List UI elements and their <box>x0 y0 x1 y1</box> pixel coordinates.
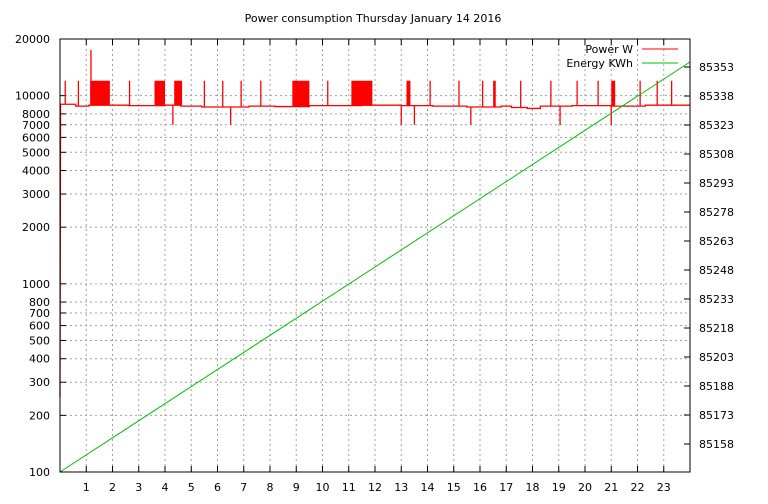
y-tick-label: 100 <box>29 466 50 479</box>
y2-tick-label: 85233 <box>699 293 734 306</box>
x-tick-label: 13 <box>394 481 408 494</box>
energy-line <box>59 61 691 473</box>
x-tick-label: 5 <box>188 481 195 494</box>
y-tick-label: 800 <box>29 296 50 309</box>
y2-tick-label: 85353 <box>699 61 734 74</box>
x-tick-label: 22 <box>631 481 645 494</box>
x-tick-label: 3 <box>135 481 142 494</box>
y-tick-label: 600 <box>29 320 50 333</box>
series-layer <box>59 49 691 473</box>
x-tick-label: 20 <box>578 481 592 494</box>
y2-tick-label: 85173 <box>699 409 734 422</box>
x-tick-label: 9 <box>293 481 300 494</box>
x-tick-label: 19 <box>552 481 566 494</box>
y2-tick-label: 85203 <box>699 351 734 364</box>
y-tick-label: 8000 <box>22 108 50 121</box>
y-tick-label: 3000 <box>22 188 50 201</box>
y-tick-label: 1000 <box>22 278 50 291</box>
y2-tick-label: 85158 <box>699 438 734 451</box>
y-tick-label: 400 <box>29 353 50 366</box>
x-tick-label: 15 <box>447 481 461 494</box>
legend-label-energy: Energy KWh <box>566 57 633 70</box>
x-tick-label: 16 <box>473 481 487 494</box>
y-tick-label: 200 <box>29 409 50 422</box>
power-spike-band <box>292 80 310 107</box>
y2-tick-label: 85323 <box>699 119 734 132</box>
y2-tick-label: 85293 <box>699 177 734 190</box>
y-tick-label: 500 <box>29 334 50 347</box>
power-spike-band <box>154 80 165 106</box>
x-tick-label: 10 <box>316 481 330 494</box>
y2-tick-label: 85188 <box>699 380 734 393</box>
legend-label-power: Power W <box>585 43 633 56</box>
x-tick-label: 17 <box>499 481 513 494</box>
chart-title: Power consumption Thursday January 14 20… <box>245 12 502 25</box>
legend: Power W Energy KWh <box>566 43 678 70</box>
y-tick-label: 20000 <box>15 33 50 46</box>
power-spike-band <box>406 80 411 106</box>
x-tick-label: 8 <box>267 481 274 494</box>
y2-tick-label: 85263 <box>699 235 734 248</box>
axis-ticks: 1 2 3 4 5 6 7 8 9 10 11 12 13 14 15 16 17 18 19 20 21 22 23100… <box>15 33 734 494</box>
x-tick-label: 6 <box>214 481 221 494</box>
power-spike-band <box>351 80 373 106</box>
x-tick-label: 12 <box>368 481 382 494</box>
power-spike-band <box>174 80 183 106</box>
power-spike-band <box>493 80 496 108</box>
y2-tick-label: 85308 <box>699 148 734 161</box>
y-tick-label: 10000 <box>15 90 50 103</box>
y-tick-label: 700 <box>29 307 50 320</box>
power-spike-band <box>611 80 616 107</box>
y2-tick-label: 85278 <box>699 206 734 219</box>
x-tick-label: 11 <box>342 481 356 494</box>
y2-tick-label: 85218 <box>699 322 734 335</box>
y-tick-label: 4000 <box>22 165 50 178</box>
x-tick-label: 4 <box>162 481 169 494</box>
power-spike-band <box>90 80 110 106</box>
x-tick-label: 7 <box>240 481 247 494</box>
x-tick-label: 18 <box>526 481 540 494</box>
y-tick-label: 6000 <box>22 131 50 144</box>
y2-tick-label: 85338 <box>699 90 734 103</box>
x-tick-label: 23 <box>657 481 671 494</box>
grid <box>60 39 690 472</box>
x-tick-label: 1 <box>83 481 90 494</box>
y-tick-label: 2000 <box>22 221 50 234</box>
y2-tick-label: 85248 <box>699 264 734 277</box>
y-tick-label: 5000 <box>22 146 50 159</box>
y-tick-label: 7000 <box>22 119 50 132</box>
x-tick-label: 2 <box>109 481 116 494</box>
x-tick-label: 21 <box>604 481 618 494</box>
y-tick-label: 300 <box>29 376 50 389</box>
x-tick-label: 14 <box>421 481 435 494</box>
plot-border <box>59 38 691 473</box>
